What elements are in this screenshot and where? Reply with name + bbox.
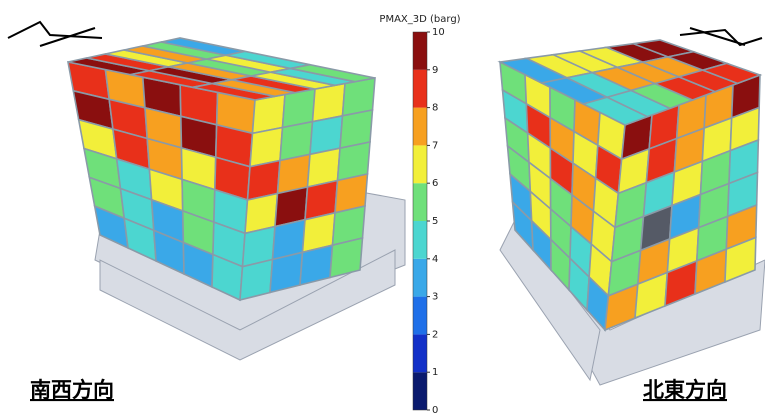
color-band bbox=[413, 32, 427, 70]
tick-label: 10 bbox=[432, 27, 445, 38]
tick-label: 0 bbox=[432, 405, 438, 416]
color-band bbox=[413, 259, 427, 297]
tick-label: 1 bbox=[432, 367, 438, 378]
tick-label: 7 bbox=[432, 140, 438, 151]
wind-arrow-left bbox=[8, 22, 102, 46]
tick-label: 8 bbox=[432, 103, 438, 114]
colorbar: 0 1 2 3 4 5 6 7 8 9 10 bbox=[413, 27, 445, 416]
color-band bbox=[413, 297, 427, 335]
tick-label: 2 bbox=[432, 329, 438, 340]
tick-label: 5 bbox=[432, 216, 438, 227]
tick-label: 9 bbox=[432, 65, 438, 76]
wind-arrow-right bbox=[680, 28, 762, 45]
colorbar-title: PMAX_3D (barg) bbox=[379, 14, 460, 25]
view-label: 南西方向 bbox=[30, 378, 114, 402]
color-band bbox=[413, 183, 427, 221]
tick-label: 3 bbox=[432, 292, 438, 303]
color-band bbox=[413, 221, 427, 259]
view-label: 北東方向 bbox=[643, 378, 727, 402]
color-band bbox=[413, 372, 427, 410]
tick-label: 4 bbox=[432, 254, 438, 265]
color-band bbox=[413, 70, 427, 108]
color-band bbox=[413, 108, 427, 146]
color-band bbox=[413, 145, 427, 183]
figure: PMAX_3D (barg) 0 1 2 3 4 5 6 7 8 9 10 南西方向 北東方向 bbox=[0, 0, 765, 419]
color-band bbox=[413, 334, 427, 372]
tick-label: 6 bbox=[432, 178, 438, 189]
